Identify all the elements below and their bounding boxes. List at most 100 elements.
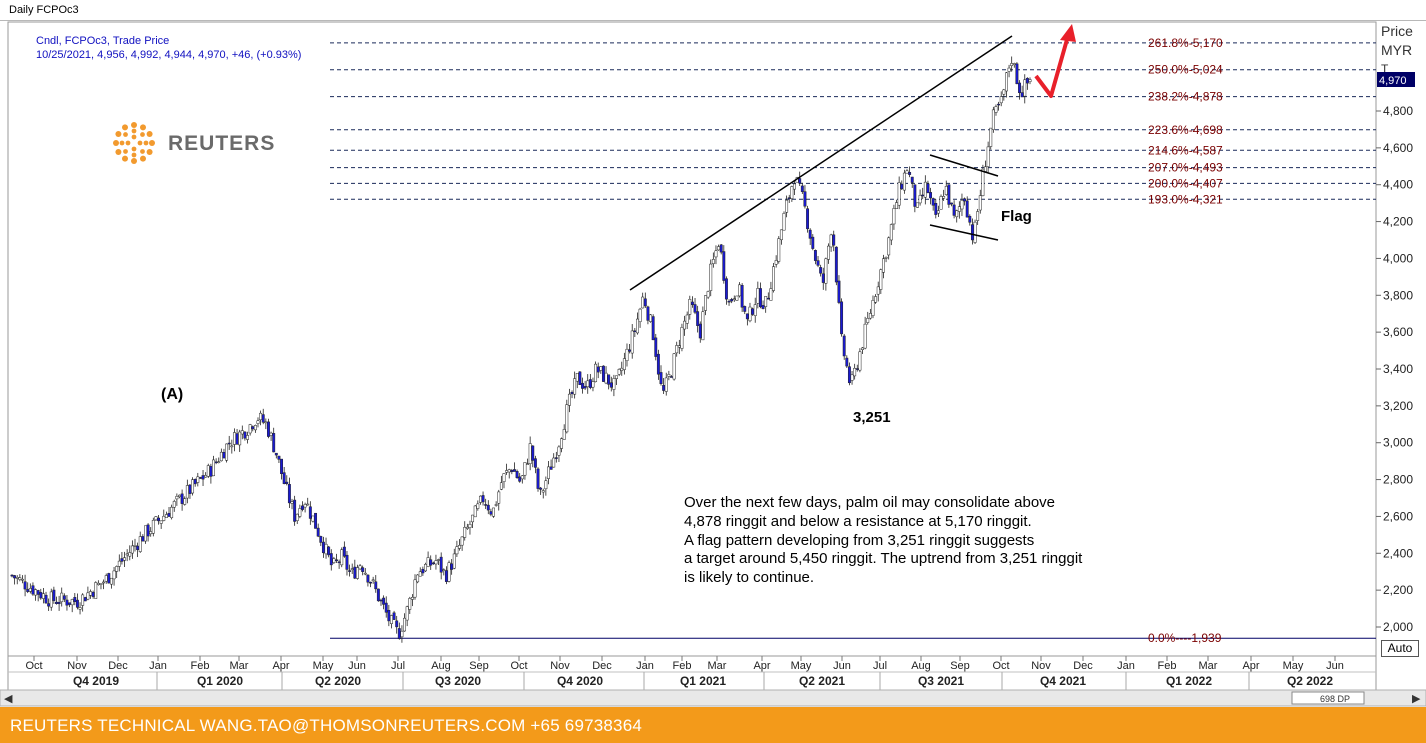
candle-body — [1015, 63, 1019, 85]
candle-body — [518, 476, 522, 482]
candle-body — [314, 512, 318, 529]
x-month-label: Apr — [272, 660, 289, 672]
candle-body — [638, 308, 642, 323]
x-quarter-label: Q2 2020 — [315, 674, 361, 688]
candle-body — [617, 369, 621, 375]
scroll-left-icon[interactable]: ◀ — [4, 693, 13, 705]
candle-body — [361, 567, 365, 572]
candle-body — [717, 246, 721, 251]
x-month-label: Feb — [673, 660, 692, 672]
candle-body — [444, 570, 448, 582]
candle-body — [293, 499, 297, 522]
candle-body — [520, 475, 524, 480]
candle-body — [104, 575, 108, 582]
candle-body — [753, 304, 757, 316]
x-month-label: Nov — [550, 660, 570, 672]
candle-body — [539, 487, 543, 490]
candle-body — [798, 178, 802, 184]
candle-body — [31, 585, 35, 595]
candle-body — [311, 515, 315, 522]
legend-line-2: 10/25/2021, 4,956, 4,992, 4,944, 4,970, … — [36, 49, 301, 61]
candle-body — [735, 295, 739, 301]
candle-body — [492, 507, 495, 517]
candle-body — [651, 316, 655, 341]
candle-body — [369, 581, 372, 584]
candle-body — [235, 433, 239, 445]
candle-body — [89, 591, 92, 596]
candle-body — [910, 176, 914, 183]
scroll-right-icon[interactable]: ▶ — [1412, 693, 1421, 705]
candle-body — [751, 308, 755, 315]
candle-body — [201, 475, 205, 480]
candle-body — [335, 559, 338, 561]
candle-body — [408, 598, 412, 610]
candle-body — [183, 498, 187, 505]
candle-body — [36, 590, 40, 595]
y-tick-label: 2,800 — [1383, 473, 1413, 487]
candle-body — [680, 327, 684, 349]
x-month-label: Jun — [1326, 660, 1344, 672]
candle-body — [170, 506, 174, 519]
candle-body — [526, 463, 529, 465]
candle-body — [227, 442, 231, 445]
candle-body — [70, 599, 74, 606]
candle-body — [86, 592, 90, 600]
candle-body — [947, 184, 951, 205]
candle-body — [295, 513, 299, 521]
x-month-label: Nov — [67, 660, 87, 672]
candle-body — [819, 267, 823, 274]
logo-dot — [140, 132, 145, 137]
candle-body — [240, 430, 244, 435]
candle-body — [929, 192, 933, 199]
candle-body — [303, 504, 307, 508]
x-month-label: Jan — [1117, 660, 1135, 672]
candle-body — [1002, 89, 1006, 95]
candle-body — [719, 244, 723, 253]
candle-body — [421, 568, 425, 574]
candle-body — [973, 221, 977, 243]
x-month-label: Nov — [1031, 660, 1051, 672]
candle-body — [625, 348, 629, 361]
candle-body — [128, 552, 132, 557]
candle-body — [49, 591, 53, 608]
candle-body — [646, 306, 650, 321]
candle-body — [774, 260, 778, 265]
candle-body — [575, 373, 579, 382]
candle-body — [764, 296, 768, 307]
candle-body — [384, 602, 388, 613]
candle-body — [997, 103, 1001, 106]
candle-body — [387, 610, 391, 622]
price-chart[interactable]: 261.8%-5,170 250.0%-5,024 238.2%-4,878 223.… — [0, 0, 1426, 707]
x-quarter-label: Q4 2021 — [1040, 674, 1086, 688]
fib-label: 200.0%-4,407 — [1148, 176, 1223, 190]
candle-body — [881, 258, 885, 273]
candle-body — [740, 285, 744, 308]
candle-body — [109, 577, 113, 585]
logo-dot — [140, 149, 145, 154]
candle-body — [567, 393, 571, 406]
auto-scale-button[interactable]: Auto — [1381, 640, 1419, 657]
candle-body — [727, 300, 731, 303]
candle-body — [358, 565, 362, 570]
candle-body — [769, 288, 773, 301]
logo-dot — [140, 124, 146, 131]
candle-body — [355, 567, 359, 579]
candle-body — [884, 257, 888, 259]
candle-body — [779, 229, 783, 241]
candle-body — [277, 455, 281, 460]
candle-body — [868, 313, 872, 319]
candle-body — [662, 385, 666, 391]
horizontal-scrollbar[interactable] — [0, 689, 1426, 707]
candle-body — [957, 206, 961, 212]
candle-body — [259, 412, 263, 421]
candle-body — [196, 476, 200, 483]
candle-body — [583, 386, 587, 389]
x-month-label: Jun — [348, 660, 366, 672]
candle-body — [515, 471, 519, 478]
candle-body — [115, 566, 119, 572]
last-value-tag-text: 4,970 — [1379, 75, 1407, 87]
candle-body — [264, 421, 268, 424]
candle-body — [630, 330, 634, 354]
candle-body — [664, 377, 668, 392]
window-title: Daily FCPOc3 — [9, 4, 79, 16]
